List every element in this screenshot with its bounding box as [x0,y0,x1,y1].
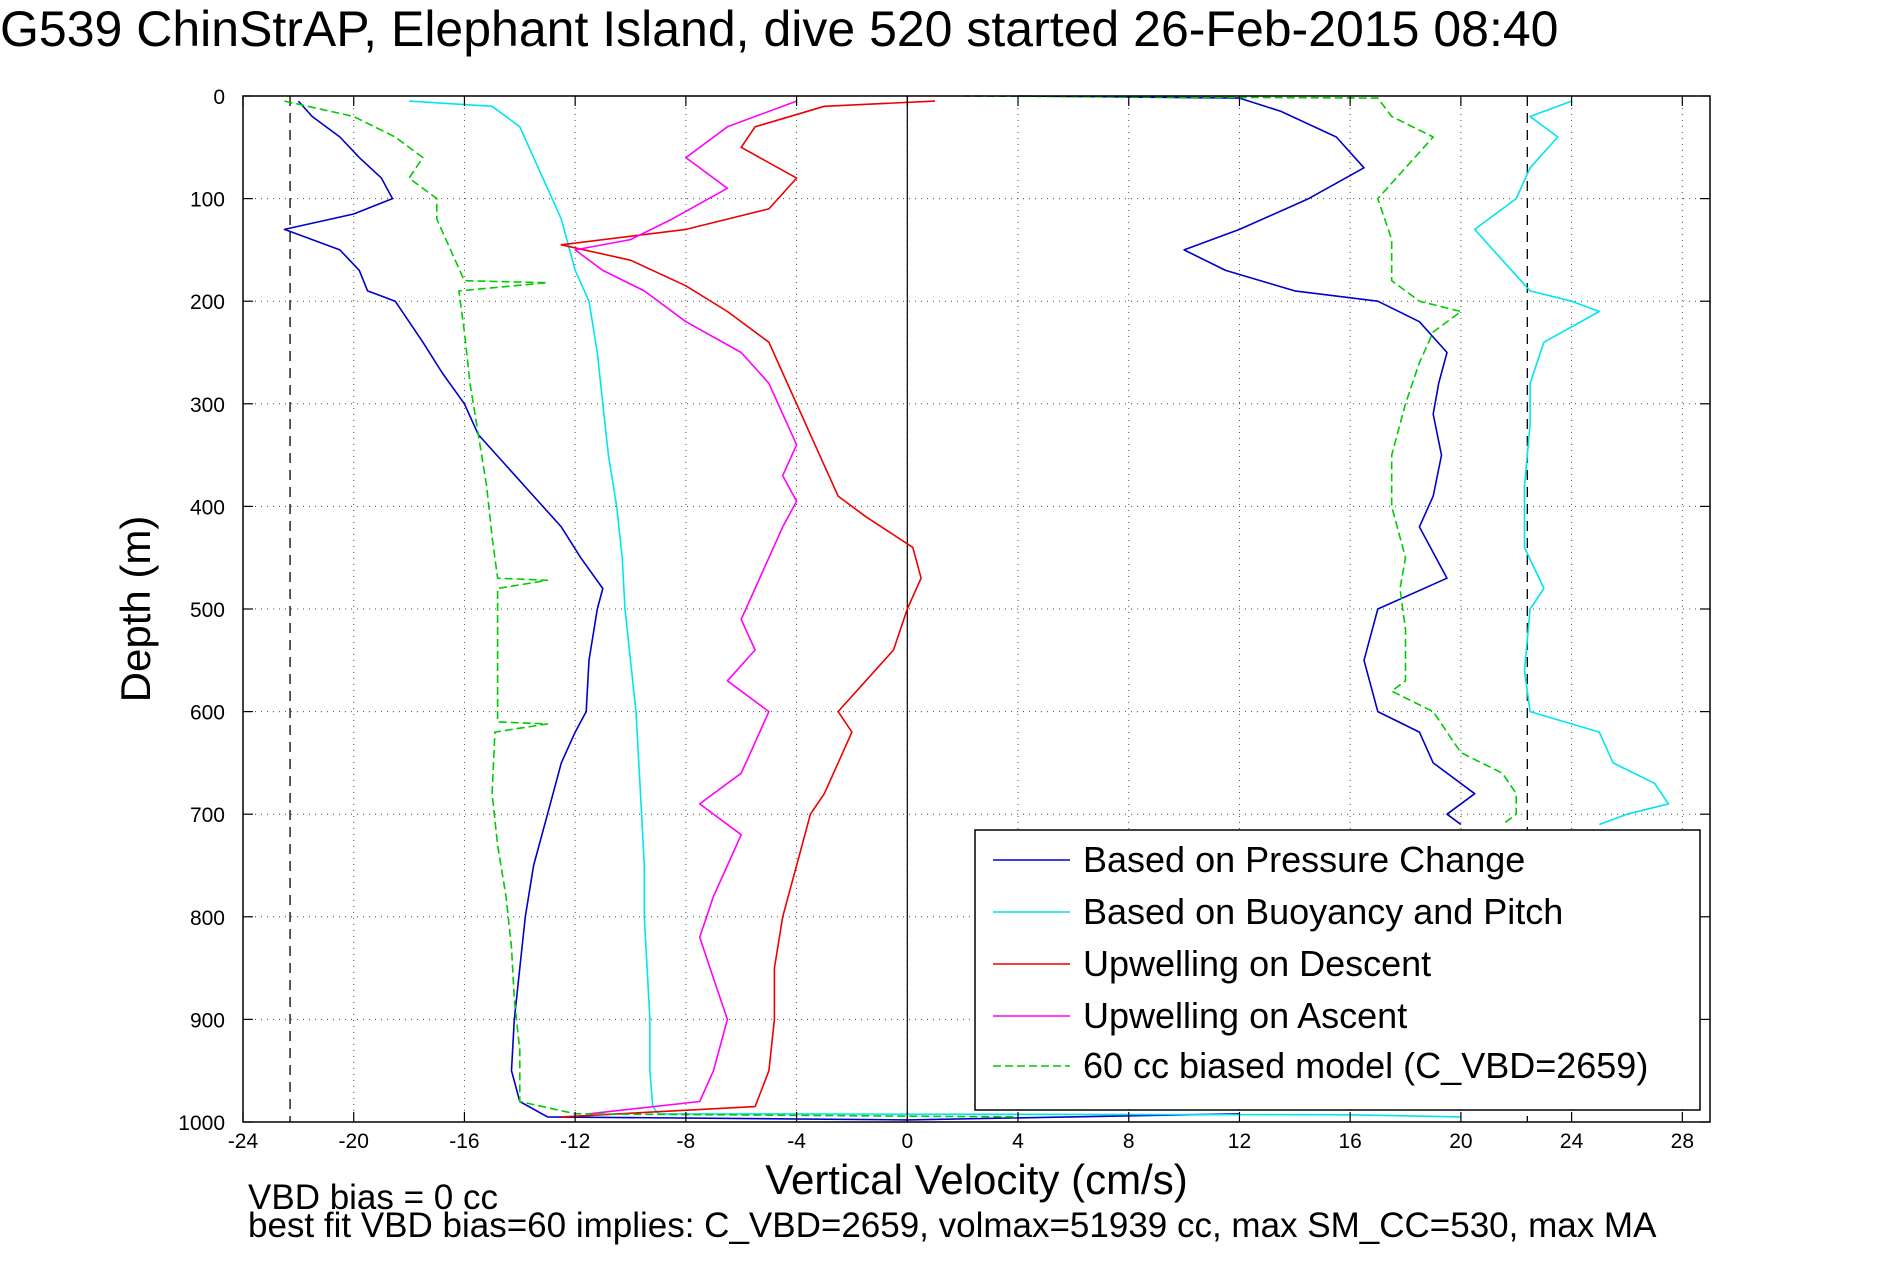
legend-label-biased-model: 60 cc biased model (C_VBD=2659) [1083,1045,1648,1086]
x-tick-label: 4 [1012,1130,1024,1153]
x-tick-label: 20 [1449,1130,1472,1153]
legend: Based on Pressure Change Based on Buoyan… [974,829,1701,1111]
y-tick-label: 300 [190,394,225,417]
y-tick-label: 1000 [178,1112,225,1135]
x-axis-label: Vertical Velocity (cm/s) [765,1156,1187,1203]
y-tick-label: 200 [190,291,225,314]
axis-ticks: -24 -20 -16 -12 -8 -4 0 4 8 12 16 20 24 28 0 100 200 300 4… [178,86,1710,1153]
series-lines [283,95,1670,1121]
legend-label-buoyancy: Based on Buoyancy and Pitch [1083,891,1563,932]
x-tick-label: 12 [1228,1130,1251,1153]
x-tick-label: -4 [787,1130,806,1153]
series-line-4-descent [284,100,1019,1118]
x-tick-label: 8 [1123,1130,1135,1153]
chart-title: G539 ChinStrAP, Elephant Island, dive 52… [0,1,1559,57]
y-tick-label: 700 [190,804,225,827]
y-tick-label: 800 [190,907,225,930]
y-axis-label: Depth (m) [112,516,159,703]
x-tick-label: -20 [339,1130,369,1153]
y-tick-label: 500 [190,599,225,622]
y-tick-label: 100 [190,189,225,212]
footer-best-fit: best fit VBD bias=60 implies: C_VBD=2659… [248,1206,1657,1245]
legend-label-upwelling-descent: Upwelling on Descent [1083,943,1431,984]
series-line-3-ascent [574,100,798,1115]
series-line-2-descent [560,100,936,1118]
y-tick-label: 900 [190,1009,225,1032]
legend-label-pressure: Based on Pressure Change [1083,839,1525,880]
x-tick-label: 16 [1338,1130,1361,1153]
legend-label-upwelling-ascent: Upwelling on Ascent [1083,995,1407,1036]
series-line-0-descent [283,100,1240,1121]
x-tick-label: 0 [901,1130,913,1153]
footer-vbd-bias: VBD bias = 0 cc [248,1178,498,1217]
x-tick-label: 28 [1671,1130,1694,1153]
x-tick-label: -8 [677,1130,696,1153]
x-tick-label: -12 [560,1130,590,1153]
series-line-0-ascent [1017,95,1476,826]
y-tick-label: 600 [190,702,225,725]
x-tick-label: -24 [228,1130,259,1153]
x-tick-label: 24 [1560,1130,1584,1153]
x-tick-label: -16 [449,1130,479,1153]
series-line-1-descent [409,100,1461,1118]
series-line-1-ascent [1473,100,1670,826]
y-tick-label: 400 [190,496,225,519]
series-line-4-ascent [962,95,1517,826]
legend-frame [974,829,1701,1111]
y-tick-label: 0 [213,86,225,109]
